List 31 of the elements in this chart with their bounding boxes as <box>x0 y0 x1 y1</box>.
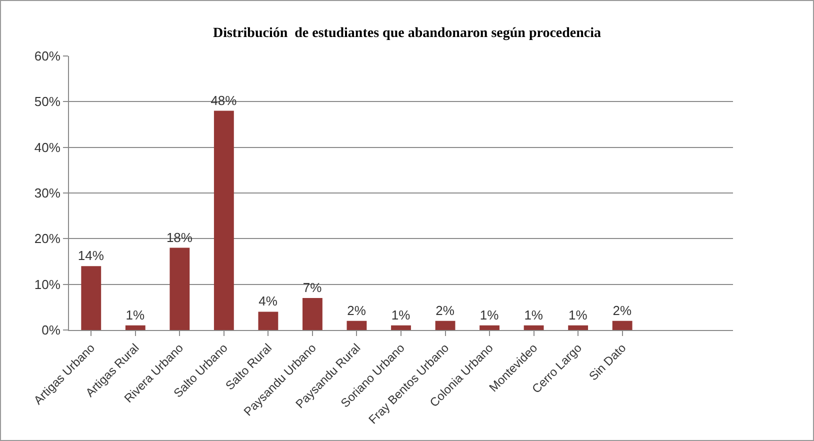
bar <box>302 298 322 330</box>
data-label: 1% <box>391 307 411 322</box>
bar <box>346 320 367 330</box>
y-tick-label: 0% <box>42 322 61 338</box>
bar <box>435 320 456 330</box>
data-label: 1% <box>480 307 500 322</box>
bar <box>81 266 102 330</box>
y-tick-label: 30% <box>34 186 61 201</box>
data-label: 2% <box>612 302 632 318</box>
bar <box>170 248 190 330</box>
data-label: 4% <box>258 294 278 309</box>
y-tick-label: 20% <box>34 231 61 246</box>
data-label: 1% <box>524 307 544 322</box>
y-tick-label: 60% <box>34 48 61 64</box>
data-label: 2% <box>347 302 366 318</box>
y-tick-label: 50% <box>34 94 61 110</box>
y-tick-label: 40% <box>34 140 61 155</box>
chart-title: Distribución de estudiantes que abandonaron según procedencia <box>212 26 602 42</box>
data-label: 2% <box>436 302 455 318</box>
data-label: 1% <box>568 307 588 322</box>
data-label: 1% <box>126 307 146 322</box>
bar <box>125 325 146 330</box>
bar <box>214 110 234 330</box>
data-label: 14% <box>78 248 104 264</box>
bar <box>524 325 544 330</box>
bar <box>480 325 500 330</box>
y-tick-label: 10% <box>34 276 61 292</box>
bar <box>612 320 632 330</box>
bar <box>568 325 588 330</box>
bar <box>391 325 411 330</box>
bar <box>258 312 278 330</box>
